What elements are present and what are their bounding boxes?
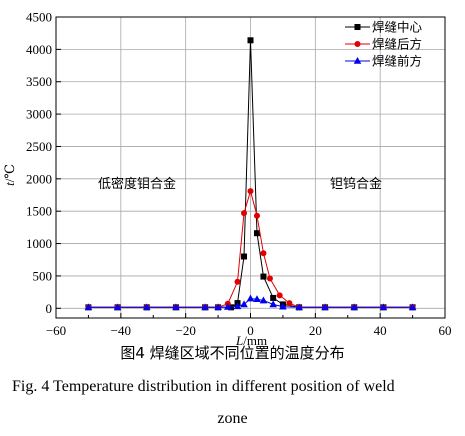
data-point bbox=[259, 296, 268, 304]
series-group bbox=[84, 294, 417, 311]
series-layer bbox=[84, 37, 417, 311]
right-region-annotation: 钽钨合金 bbox=[330, 176, 382, 192]
data-point bbox=[228, 304, 235, 311]
data-point bbox=[240, 300, 248, 308]
y-tick-label: 4500 bbox=[26, 10, 52, 25]
data-point bbox=[253, 212, 260, 219]
data-point bbox=[286, 300, 293, 307]
data-point bbox=[379, 303, 388, 311]
y-tick-label: 4000 bbox=[26, 42, 52, 57]
legend-label: 焊缝中心 bbox=[372, 20, 423, 35]
y-axis-symbol: t bbox=[2, 182, 17, 186]
data-point bbox=[233, 302, 242, 310]
data-point bbox=[260, 273, 267, 280]
left-region-annotation: 低密度钼合金 bbox=[98, 176, 176, 192]
data-point bbox=[241, 253, 248, 260]
data-point bbox=[276, 292, 283, 299]
figure-caption-en-line2: zone bbox=[217, 410, 248, 427]
y-tick-label: 2000 bbox=[26, 171, 52, 186]
legend-item: 焊缝后方 bbox=[345, 37, 422, 52]
y-axis-title: t/℃ bbox=[2, 164, 17, 186]
data-point bbox=[279, 302, 287, 310]
data-point bbox=[247, 188, 254, 195]
data-point bbox=[408, 303, 417, 311]
y-tick-label: 2500 bbox=[26, 139, 52, 154]
x-tick-label: −20 bbox=[175, 323, 195, 338]
data-point bbox=[113, 303, 122, 311]
x-tick-label: 20 bbox=[309, 323, 322, 338]
data-point bbox=[142, 303, 151, 311]
y-tick-label: 3500 bbox=[26, 74, 52, 89]
y-tick-label: 1000 bbox=[26, 236, 52, 251]
x-tick-label: −60 bbox=[46, 323, 66, 338]
data-point bbox=[241, 210, 248, 217]
y-tick-label: 0 bbox=[46, 301, 53, 316]
temperature-chart: −60 −40 −20 0 20 40 60 0 500 1000 1500 2000 2500 3000… bbox=[2, 10, 452, 349]
data-point bbox=[224, 302, 232, 310]
data-point bbox=[234, 278, 241, 285]
figure-caption-en-line1: Fig. 4 Temperature distribution in diffe… bbox=[12, 378, 395, 395]
figure-caption-cn: 图4 焊缝区域不同位置的温度分布 bbox=[120, 344, 345, 362]
data-point bbox=[84, 303, 93, 311]
data-point bbox=[354, 41, 361, 47]
data-point bbox=[350, 303, 359, 311]
data-point bbox=[353, 57, 362, 64]
data-point bbox=[201, 303, 209, 311]
y-tick-label: 1500 bbox=[26, 204, 52, 219]
y-axis-unit: /℃ bbox=[2, 164, 17, 182]
legend-item: 焊缝前方 bbox=[345, 54, 422, 69]
legend-label: 焊缝后方 bbox=[372, 37, 422, 52]
x-tick-label: 40 bbox=[374, 323, 387, 338]
x-axis-title: L/mm bbox=[235, 333, 267, 348]
data-point bbox=[253, 230, 260, 237]
data-point bbox=[246, 294, 255, 302]
data-point bbox=[321, 303, 329, 311]
data-point bbox=[247, 37, 254, 44]
legend-item: 焊缝中心 bbox=[345, 20, 423, 35]
data-point bbox=[260, 250, 267, 257]
legend-label: 焊缝前方 bbox=[372, 54, 422, 69]
svg-text:t/℃: t/℃ bbox=[2, 164, 17, 186]
x-axis-symbol: L bbox=[235, 333, 243, 348]
data-point bbox=[253, 295, 261, 303]
data-point bbox=[354, 24, 361, 30]
y-tick-label: 500 bbox=[33, 268, 53, 283]
x-tick-label: 60 bbox=[439, 323, 452, 338]
data-point bbox=[295, 303, 303, 311]
data-point bbox=[269, 300, 277, 308]
data-point bbox=[172, 303, 180, 311]
y-tick-label: 3000 bbox=[26, 107, 52, 122]
x-tick-label: 0 bbox=[247, 323, 254, 338]
svg-text:L/mm: L/mm bbox=[235, 333, 267, 348]
data-point bbox=[214, 303, 222, 311]
data-point bbox=[266, 275, 273, 282]
x-axis-unit: /mm bbox=[243, 333, 267, 348]
data-point bbox=[270, 294, 277, 301]
axis-ticks: −60 −40 −20 0 20 40 60 0 500 1000 1500 2000 2500 3000… bbox=[26, 10, 452, 339]
x-tick-label: −40 bbox=[111, 323, 131, 338]
